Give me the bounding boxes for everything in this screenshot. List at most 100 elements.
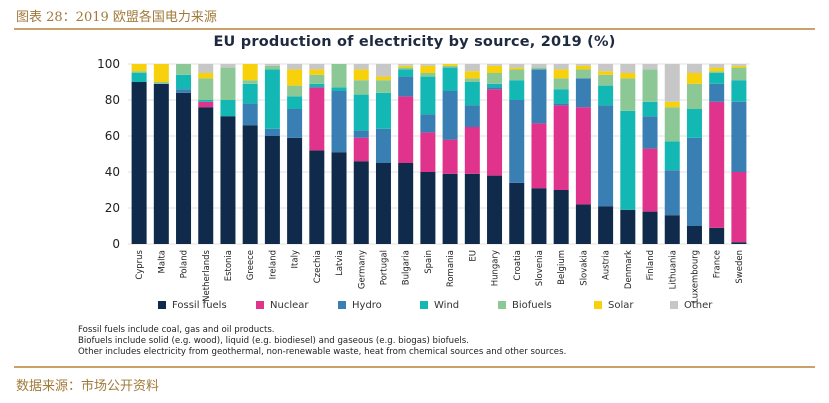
bar-segment-fossil <box>531 188 547 244</box>
note-fossil: Fossil fuels include coal, gas and oil p… <box>78 325 275 335</box>
bar-segment-fossil <box>509 182 525 244</box>
x-tick-label: Malta <box>157 250 167 273</box>
bar-segment-fossil <box>331 152 347 244</box>
legend-swatch-biofuels <box>498 301 506 309</box>
bar-segment-nuclear <box>531 123 547 189</box>
bar-segment-other <box>220 64 236 68</box>
x-tick-label: Portugal <box>379 250 389 285</box>
legend-swatch-wind <box>420 301 428 309</box>
bar-segment-biofuels <box>664 107 680 142</box>
bar-segment-other <box>264 64 280 66</box>
bar-segment-solar <box>620 73 636 79</box>
bar-segment-solar <box>487 65 503 73</box>
legend-swatch-solar <box>594 301 602 309</box>
x-tick-label: France <box>713 250 723 278</box>
bar-segment-biofuels <box>264 65 280 70</box>
bar-segment-fossil <box>375 163 391 244</box>
y-tick-label: 40 <box>105 165 120 179</box>
bar-segment-biofuels <box>642 69 658 102</box>
bar-segment-biofuels <box>731 67 747 81</box>
bar-segment-other <box>464 64 480 72</box>
bar-segment-wind <box>220 100 236 117</box>
bar-segment-hydro <box>509 100 525 183</box>
bar-segment-hydro <box>553 103 569 106</box>
bar-segment-solar <box>442 64 458 66</box>
bar-segment-fossil <box>220 116 236 244</box>
chart-title: EU production of electricity by source, … <box>213 34 616 50</box>
x-tick-label: Czechia <box>313 250 323 283</box>
frame-source: 数据来源：市场公开资料 <box>16 379 160 394</box>
bar-segment-nuclear <box>731 172 747 243</box>
x-tick-label: EU <box>468 250 478 262</box>
legend-label-solar: Solar <box>608 299 634 311</box>
legend-swatch-other <box>670 301 678 309</box>
bar-segment-biofuels <box>464 78 480 82</box>
bar-segment-wind <box>731 80 747 102</box>
bar-segment-hydro <box>353 130 369 138</box>
bar-segment-solar <box>509 67 525 70</box>
bar-segment-wind <box>420 76 436 115</box>
x-tick-label: Estonia <box>224 250 234 281</box>
x-tick-label: Slovakia <box>579 250 589 286</box>
bar-segment-biofuels <box>531 67 547 70</box>
bar-segment-hydro <box>731 101 747 172</box>
bar-segment-wind <box>287 96 303 109</box>
bar-segment-hydro <box>242 103 258 126</box>
bar-segment-fossil <box>464 173 480 244</box>
bar-segment-solar <box>375 76 391 81</box>
bar-segment-other <box>531 64 547 68</box>
bar-segment-fossil <box>198 107 214 244</box>
bar-segment-wind <box>709 73 725 84</box>
bar-segment-biofuels <box>220 67 236 100</box>
bar-segment-other <box>309 64 325 70</box>
bar-segment-nuclear <box>353 137 369 162</box>
x-tick-label: Cyprus <box>135 249 145 279</box>
bar-segment-wind <box>598 85 614 106</box>
x-tick-label: Bulgaria <box>402 250 412 285</box>
bar-segment-biofuels <box>442 65 458 68</box>
bar-segment-hydro <box>464 105 480 127</box>
bar-segment-biofuels <box>398 67 414 70</box>
x-tick-label: Croatia <box>513 250 523 281</box>
x-tick-label: Finland <box>646 250 656 280</box>
bar-segment-other <box>509 64 525 68</box>
top-divider <box>14 28 815 30</box>
legend-item-wind: Wind <box>420 298 459 312</box>
bar-segment-solar <box>709 67 725 72</box>
bar-segment-biofuels <box>198 78 214 100</box>
bar-segment-nuclear <box>709 101 725 228</box>
bar-segment-wind <box>353 94 369 131</box>
bar-segment-fossil <box>553 190 569 244</box>
bar-segment-wind <box>375 92 391 129</box>
bar-segment-solar <box>553 69 569 79</box>
bar-segment-nuclear <box>420 132 436 172</box>
bar-segment-fossil <box>264 136 280 244</box>
bar-segment-hydro <box>664 170 680 216</box>
bar-segment-biofuels <box>509 69 525 81</box>
bar-segment-fossil <box>242 125 258 244</box>
bar-segment-nuclear <box>553 105 569 190</box>
bar-segment-solar <box>131 64 147 72</box>
bar-segment-biofuels <box>487 73 503 84</box>
bar-segment-fossil <box>398 163 414 244</box>
bar-segment-fossil <box>131 82 147 244</box>
bar-segment-wind <box>620 110 636 210</box>
bar-segment-other <box>642 64 658 70</box>
legend-swatch-nuclear <box>256 301 264 309</box>
x-tick-label: Ireland <box>268 250 278 279</box>
legend-item-fossil: Fossil fuels <box>158 298 227 312</box>
bar-segment-hydro <box>176 89 192 93</box>
bar-segment-biofuels <box>575 69 591 79</box>
note-other: Other includes electricity from geotherm… <box>78 347 567 357</box>
bar-segment-biofuels <box>375 80 391 93</box>
bar-segment-fossil <box>287 137 303 244</box>
x-tick-label: Netherlands <box>202 249 212 301</box>
bar-segment-other <box>420 64 436 66</box>
bar-segment-biofuels <box>686 83 702 109</box>
x-tick-label: Poland <box>180 250 190 278</box>
bar-segment-nuclear <box>398 96 414 163</box>
bar-segment-fossil <box>731 242 747 244</box>
y-tick-label: 0 <box>112 237 120 251</box>
x-tick-label: Sweden <box>735 250 745 284</box>
bar-segment-hydro <box>531 69 547 124</box>
